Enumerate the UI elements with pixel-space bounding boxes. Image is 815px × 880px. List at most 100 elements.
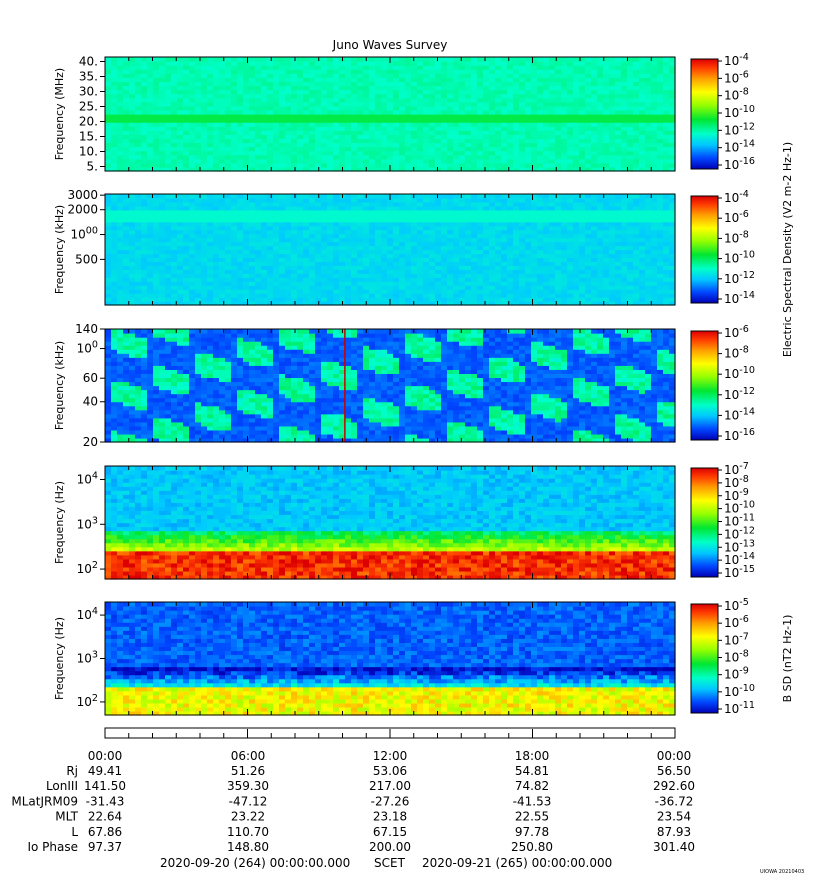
- spectrogram-cell: [351, 166, 358, 172]
- spectrogram-cell: [153, 105, 160, 111]
- spectrogram-cell: [549, 241, 556, 247]
- spectrogram-cell: [621, 229, 628, 235]
- spectrogram-cell: [111, 162, 118, 168]
- spectrogram-cell: [351, 241, 358, 247]
- spectrogram-cell: [579, 217, 586, 223]
- spectrogram-cell: [489, 269, 496, 274]
- spectrogram-cell: [123, 237, 130, 243]
- spectrogram-cell: [513, 158, 520, 164]
- spectrogram-cell: [159, 257, 166, 262]
- spectrogram-cell: [117, 114, 124, 119]
- spectrogram-cell: [201, 217, 208, 223]
- spectrogram-cell: [597, 150, 604, 156]
- spectrogram-cell: [579, 229, 586, 235]
- spectrogram-cell: [597, 221, 604, 227]
- spectrogram-cell: [399, 69, 406, 74]
- spectrogram-cell: [207, 209, 214, 215]
- spectrogram-cell: [537, 138, 544, 144]
- spectrogram-cell: [519, 61, 526, 66]
- spectrogram-cell: [213, 101, 220, 107]
- spectrogram-cell: [297, 109, 304, 115]
- spectrogram-cell: [603, 213, 610, 219]
- spectrogram-cell: [579, 281, 586, 286]
- spectrogram-cell: [315, 269, 322, 274]
- spectrogram-cell: [669, 225, 676, 231]
- spectrogram-cell: [549, 114, 556, 119]
- spectrogram-cell: [525, 61, 532, 66]
- spectrogram-cell: [477, 277, 484, 282]
- spectrogram-cell: [303, 118, 310, 123]
- spectrogram-cell: [465, 105, 472, 111]
- spectrogram-cell: [279, 241, 286, 247]
- spectrogram-cell: [369, 89, 376, 95]
- spectrogram-cell: [435, 105, 442, 111]
- spectrogram-cell: [177, 142, 184, 148]
- spectrogram-cell: [261, 73, 268, 78]
- spectrogram-cell: [219, 146, 226, 152]
- spectrogram-cell: [603, 265, 610, 270]
- spectrogram-cell: [237, 109, 244, 115]
- spectrogram-cell: [579, 85, 586, 91]
- spectrogram-cell: [561, 162, 568, 168]
- spectrogram-cell: [411, 81, 418, 87]
- spectrogram-cell: [435, 277, 442, 282]
- spectrogram-cell: [627, 233, 634, 239]
- spectrogram-cell: [129, 97, 136, 103]
- spectrogram-cell: [561, 81, 568, 87]
- spectrogram-cell: [201, 101, 208, 107]
- spectrogram-cell: [405, 237, 412, 243]
- spectrogram-cell: [261, 213, 268, 219]
- spectrogram-cell: [597, 277, 604, 282]
- spectrogram-cell: [543, 257, 550, 262]
- spectrogram-cell: [189, 245, 196, 251]
- spectrogram-cell: [429, 101, 436, 107]
- spectrogram-cell: [153, 257, 160, 262]
- spectrogram-cell: [483, 225, 490, 231]
- spectrogram-cell: [177, 146, 184, 152]
- spectrogram-cell: [165, 134, 172, 140]
- spectrogram-cell: [639, 118, 646, 123]
- spectrogram-cell: [471, 225, 478, 231]
- spectrogram-cell: [189, 265, 196, 270]
- spectrogram-cell: [339, 146, 346, 152]
- spectrogram-cell: [141, 273, 148, 278]
- spectrogram-cell: [387, 65, 394, 70]
- spectrogram-cell: [111, 105, 118, 111]
- spectrogram-cell: [621, 101, 628, 107]
- spectrogram-cell: [603, 225, 610, 231]
- spectrogram-cell: [585, 154, 592, 160]
- spectrogram-cell: [591, 69, 598, 74]
- spectrogram-cell: [129, 73, 136, 78]
- colorbar-label: 10-10: [724, 104, 755, 120]
- spectrogram-cell: [513, 285, 520, 290]
- spectrogram-cell: [141, 249, 148, 255]
- spectrogram-cell: [543, 229, 550, 235]
- spectrogram-cell: [303, 61, 310, 66]
- spectrogram-cell: [507, 85, 514, 91]
- spectrogram-cell: [429, 281, 436, 286]
- spectrogram-cell: [153, 301, 160, 306]
- spectrogram-cell: [645, 134, 652, 140]
- spectrogram-cell: [441, 118, 448, 123]
- spectrogram-cell: [447, 65, 454, 70]
- spectrogram-cell: [327, 81, 334, 87]
- spectrogram-cell: [213, 261, 220, 266]
- spectrogram-cell: [591, 73, 598, 78]
- spectrogram-cell: [333, 293, 340, 298]
- spectrogram-cell: [147, 122, 154, 127]
- spectrogram-cell: [123, 65, 130, 70]
- spectrogram-cell: [231, 209, 238, 215]
- spectrogram-cell: [387, 293, 394, 298]
- spectrogram-cell: [339, 81, 346, 87]
- spectrogram-cell: [423, 142, 430, 148]
- spectrogram-cell: [555, 146, 562, 152]
- spectrogram-cell: [627, 277, 634, 282]
- spectrogram-cell: [627, 109, 634, 115]
- spectrogram-cell: [549, 265, 556, 270]
- spectrogram-cell: [393, 146, 400, 152]
- spectrogram-cell: [231, 265, 238, 270]
- spectrogram-cell: [105, 289, 112, 294]
- spectrogram-cell: [519, 85, 526, 91]
- spectrogram-cell: [183, 217, 190, 223]
- spectrogram-cell: [285, 61, 292, 66]
